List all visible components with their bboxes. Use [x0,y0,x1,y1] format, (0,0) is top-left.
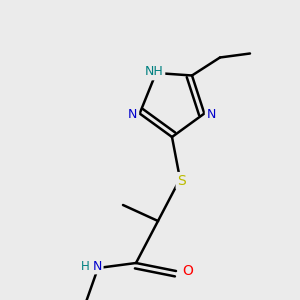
Text: N: N [207,108,216,121]
Text: H: H [81,260,90,272]
Text: O: O [183,264,194,278]
Text: NH: NH [145,65,164,79]
Text: N: N [92,260,102,272]
Text: S: S [178,174,186,188]
Text: N: N [128,108,137,121]
